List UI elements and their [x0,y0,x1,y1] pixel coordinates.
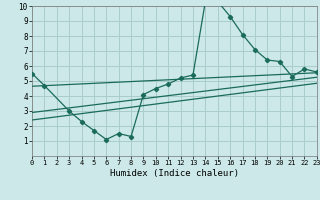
X-axis label: Humidex (Indice chaleur): Humidex (Indice chaleur) [110,169,239,178]
